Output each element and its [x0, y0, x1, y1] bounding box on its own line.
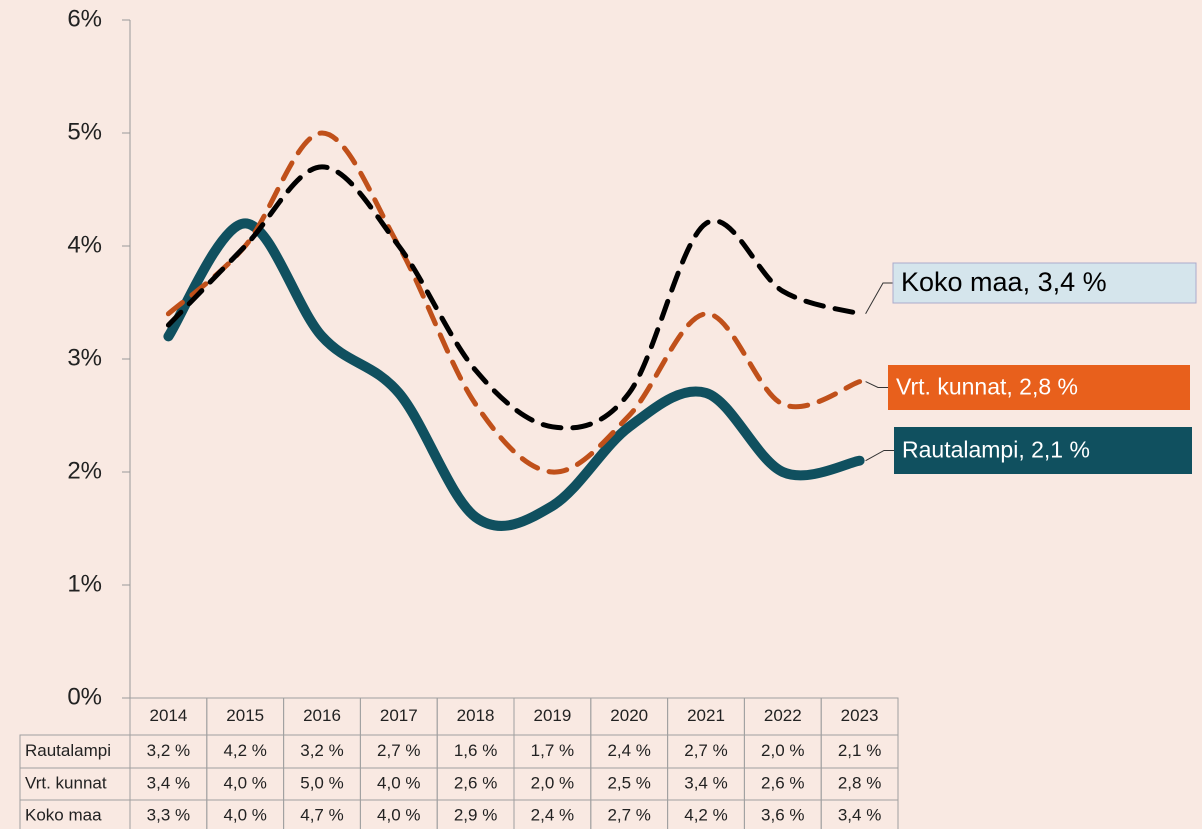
table-header: 2020	[610, 706, 648, 725]
table-value: 2,7 %	[684, 741, 727, 760]
series-line	[163, 218, 865, 531]
leader-line	[865, 381, 888, 388]
table-value: 4,0 %	[377, 805, 420, 824]
series-line	[165, 130, 863, 475]
end-label-box	[888, 365, 1190, 410]
table-value: 3,2 %	[300, 741, 343, 760]
table-header: 2014	[149, 706, 187, 725]
end-label: Koko maa, 3,4 %	[901, 267, 1107, 297]
table-value: 3,4 %	[147, 773, 190, 792]
y-tick-label: 5%	[67, 118, 102, 145]
table-row-header: Rautalampi	[25, 741, 111, 760]
end-label: Rautalampi, 2,1 %	[902, 437, 1090, 463]
y-tick-label: 0%	[67, 683, 102, 710]
table-value: 3,4 %	[684, 773, 727, 792]
table-row-header: Koko maa	[25, 805, 102, 824]
y-tick-label: 6%	[67, 5, 102, 32]
table-header: 2017	[380, 706, 418, 725]
end-label: Vrt. kunnat, 2,8 %	[896, 374, 1078, 400]
table-value: 2,9 %	[454, 805, 497, 824]
table-header: 2015	[226, 706, 264, 725]
table-cell	[820, 799, 899, 829]
table-value: 4,0 %	[377, 773, 420, 792]
table-value: 4,7 %	[300, 805, 343, 824]
table-header: 2023	[841, 706, 879, 725]
table-value: 2,6 %	[761, 773, 804, 792]
table-header: 2016	[303, 706, 341, 725]
table-value: 2,4 %	[607, 741, 650, 760]
table-header: 2022	[764, 706, 802, 725]
table-value: 2,7 %	[377, 741, 420, 760]
table-value: 4,2 %	[223, 741, 266, 760]
table-value: 2,4 %	[531, 805, 574, 824]
leader-line	[865, 282, 893, 315]
y-tick-label: 4%	[67, 231, 102, 258]
table-value: 3,2 %	[147, 741, 190, 760]
table-row-header: Vrt. kunnat	[25, 773, 107, 792]
table-header: 2019	[533, 706, 571, 725]
table-header: 2021	[687, 706, 725, 725]
y-tick-label: 2%	[67, 457, 102, 484]
y-tick-label: 3%	[67, 344, 102, 371]
end-label-box	[892, 262, 1197, 304]
table-value: 2,6 %	[454, 773, 497, 792]
series-line	[165, 164, 863, 431]
table-value: 2,7 %	[607, 805, 650, 824]
table-value: 1,6 %	[454, 741, 497, 760]
table-value: 5,0 %	[300, 773, 343, 792]
end-label-box	[894, 427, 1192, 474]
table-value: 3,6 %	[761, 805, 804, 824]
table-value: 3,4 %	[838, 805, 881, 824]
table-value: 3,3 %	[147, 805, 190, 824]
table-value: 4,0 %	[223, 805, 266, 824]
table-value: 4,2 %	[684, 805, 727, 824]
leader-line	[865, 450, 894, 462]
y-tick-label: 1%	[67, 570, 102, 597]
table-value: 2,5 %	[607, 773, 650, 792]
table-value: 2,0 %	[531, 773, 574, 792]
table-value: 2,0 %	[761, 741, 804, 760]
table-header: 2018	[457, 706, 495, 725]
table-value: 2,1 %	[838, 741, 881, 760]
table-value: 1,7 %	[531, 741, 574, 760]
table-value: 2,8 %	[838, 773, 881, 792]
table-value: 4,0 %	[223, 773, 266, 792]
